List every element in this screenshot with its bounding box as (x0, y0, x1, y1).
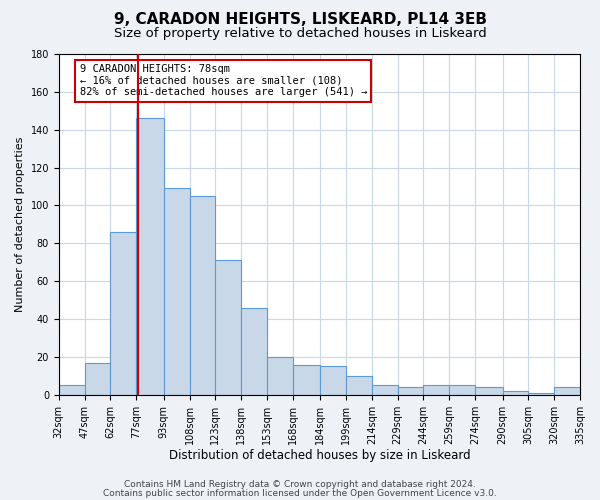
Bar (190, 196, 215, 395)
Bar (110, 232, 136, 395)
Bar (554, 388, 580, 395)
Bar (59, 386, 85, 395)
Bar (346, 376, 372, 395)
Bar (424, 386, 449, 395)
Text: Size of property relative to detached houses in Liskeard: Size of property relative to detached ho… (113, 28, 487, 40)
X-axis label: Distribution of detached houses by size in Liskeard: Distribution of detached houses by size … (169, 450, 470, 462)
Bar (241, 308, 267, 395)
Bar (398, 388, 424, 395)
Bar (529, 393, 554, 395)
Bar (372, 386, 398, 395)
Bar (475, 388, 503, 395)
Bar (267, 357, 293, 395)
Bar (85, 362, 110, 395)
Text: Contains public sector information licensed under the Open Government Licence v3: Contains public sector information licen… (103, 488, 497, 498)
Y-axis label: Number of detached properties: Number of detached properties (15, 136, 25, 312)
Bar (215, 260, 241, 395)
Bar (503, 391, 529, 395)
Text: Contains HM Land Registry data © Crown copyright and database right 2024.: Contains HM Land Registry data © Crown c… (124, 480, 476, 489)
Bar (320, 366, 346, 395)
Text: 9, CARADON HEIGHTS, LISKEARD, PL14 3EB: 9, CARADON HEIGHTS, LISKEARD, PL14 3EB (113, 12, 487, 28)
Text: 9 CARADON HEIGHTS: 78sqm
← 16% of detached houses are smaller (108)
82% of semi-: 9 CARADON HEIGHTS: 78sqm ← 16% of detach… (80, 64, 367, 98)
Bar (136, 118, 164, 395)
Bar (449, 386, 475, 395)
Bar (164, 188, 190, 395)
Bar (293, 364, 320, 395)
